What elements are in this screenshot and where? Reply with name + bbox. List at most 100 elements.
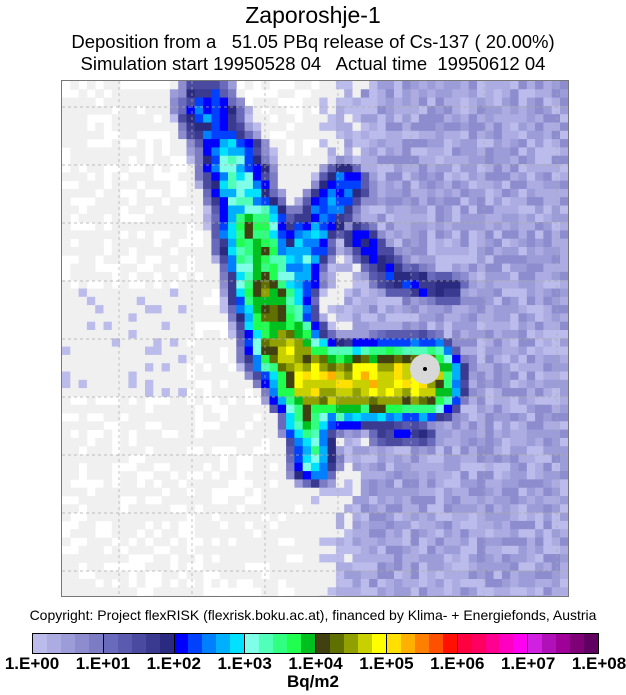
deposition-cell xyxy=(460,429,470,439)
deposition-cell xyxy=(311,313,320,323)
deposition-cell xyxy=(62,247,71,256)
deposition-cell xyxy=(78,105,88,115)
deposition-cell xyxy=(78,421,88,430)
deposition-cell xyxy=(178,288,187,298)
deposition-cell xyxy=(228,545,237,555)
deposition-cell xyxy=(286,454,295,464)
deposition-cell xyxy=(294,354,304,364)
deposition-cell xyxy=(435,554,445,563)
deposition-cell xyxy=(327,280,337,289)
deposition-cell xyxy=(78,346,88,356)
deposition-cell xyxy=(186,139,196,148)
deposition-cell xyxy=(452,238,461,248)
deposition-cell xyxy=(560,89,568,98)
deposition-cell xyxy=(410,180,420,190)
deposition-cell xyxy=(302,330,312,339)
deposition-cell xyxy=(70,105,79,115)
deposition-cell xyxy=(344,545,353,555)
deposition-cell xyxy=(568,421,569,430)
deposition-cell xyxy=(103,105,113,115)
deposition-cell xyxy=(443,155,453,165)
deposition-cell xyxy=(228,263,237,273)
colorbar-swatch xyxy=(428,634,443,653)
deposition-cell xyxy=(510,579,519,588)
deposition-cell xyxy=(560,97,568,107)
deposition-cell xyxy=(352,512,362,522)
deposition-cell xyxy=(145,429,154,439)
deposition-cell xyxy=(410,188,420,198)
deposition-cell xyxy=(294,413,304,422)
deposition-cell xyxy=(269,280,279,289)
deposition-cell xyxy=(86,587,96,596)
deposition-cell xyxy=(551,305,561,314)
deposition-cell xyxy=(302,81,312,90)
deposition-cell xyxy=(510,180,519,190)
deposition-cell xyxy=(169,570,179,580)
deposition-cell xyxy=(120,305,129,314)
deposition-cell xyxy=(518,330,528,339)
deposition-cell xyxy=(501,296,511,306)
deposition-cell xyxy=(410,446,420,455)
deposition-cell xyxy=(120,155,129,165)
deposition-cell xyxy=(311,230,320,240)
deposition-cell xyxy=(493,512,503,522)
deposition-cell xyxy=(560,147,568,157)
deposition-cell xyxy=(510,188,519,198)
deposition-cell xyxy=(452,529,461,538)
deposition-cell xyxy=(120,346,129,356)
deposition-cell xyxy=(153,288,162,298)
deposition-cell xyxy=(452,139,461,148)
deposition-cell xyxy=(369,271,378,281)
deposition-cell xyxy=(526,437,536,447)
deposition-cell xyxy=(560,354,568,364)
deposition-cell xyxy=(510,288,519,298)
deposition-cell xyxy=(510,529,519,538)
deposition-cell xyxy=(377,479,387,489)
deposition-cell xyxy=(418,471,428,480)
deposition-cell xyxy=(95,421,104,430)
deposition-cell xyxy=(335,437,345,447)
deposition-cell xyxy=(493,105,503,115)
deposition-cell xyxy=(153,155,162,165)
deposition-cell xyxy=(344,288,353,298)
deposition-cell xyxy=(111,363,121,372)
deposition-cell xyxy=(178,371,187,381)
deposition-cell xyxy=(302,404,312,414)
deposition-cell xyxy=(360,288,370,298)
deposition-cell xyxy=(252,247,262,256)
deposition-cell xyxy=(352,487,362,497)
deposition-cell xyxy=(228,222,237,231)
deposition-cell xyxy=(501,288,511,298)
deposition-cell xyxy=(377,545,387,555)
deposition-cell xyxy=(277,230,287,240)
deposition-cell xyxy=(485,238,494,248)
deposition-cell xyxy=(443,97,453,107)
deposition-cell xyxy=(178,338,187,347)
deposition-cell xyxy=(335,471,345,480)
deposition-cell xyxy=(302,238,312,248)
deposition-cell xyxy=(402,238,411,248)
deposition-cell xyxy=(111,238,121,248)
deposition-cell xyxy=(319,479,328,489)
deposition-cell xyxy=(551,105,561,115)
deposition-cell xyxy=(161,305,171,314)
deposition-cell xyxy=(294,205,304,215)
deposition-cell xyxy=(377,130,387,140)
deposition-cell xyxy=(551,230,561,240)
deposition-cell xyxy=(186,105,196,115)
deposition-cell xyxy=(468,379,478,389)
deposition-cell xyxy=(551,363,561,372)
deposition-cell xyxy=(460,421,470,430)
deposition-cell xyxy=(103,429,113,439)
deposition-cell xyxy=(327,471,337,480)
deposition-cell xyxy=(493,404,503,414)
deposition-cell xyxy=(526,139,536,148)
deposition-cell xyxy=(360,164,370,173)
deposition-cell xyxy=(377,496,387,505)
deposition-cell xyxy=(302,379,312,389)
deposition-cell xyxy=(95,172,104,181)
deposition-cell xyxy=(435,238,445,248)
deposition-cell xyxy=(501,255,511,264)
deposition-cell xyxy=(186,89,196,98)
deposition-cell xyxy=(286,197,295,206)
